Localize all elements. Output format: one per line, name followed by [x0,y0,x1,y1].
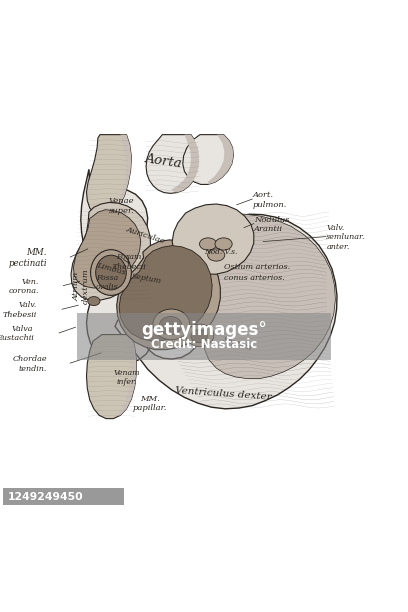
Text: gettyimages°: gettyimages° [141,321,267,340]
FancyBboxPatch shape [77,313,331,360]
Text: Valva
Eustachii: Valva Eustachii [0,325,33,342]
Text: Venae
super.: Venae super. [109,198,135,215]
Text: Septum: Septum [222,335,253,352]
Polygon shape [200,214,335,379]
Text: Fossa
ovalis: Fossa ovalis [95,274,118,291]
Ellipse shape [159,316,182,335]
Polygon shape [86,335,136,419]
Polygon shape [119,245,212,341]
Ellipse shape [88,297,100,305]
Text: Auriculae: Auriculae [125,226,167,246]
FancyBboxPatch shape [3,488,124,505]
Text: Valv.
Thebesii: Valv. Thebesii [2,302,37,319]
Text: Atrium
dextrum: Atrium dextrum [72,269,89,304]
Text: Credit: Nastasic: Credit: Nastasic [151,338,257,351]
Polygon shape [107,135,131,216]
Polygon shape [208,135,233,184]
Polygon shape [115,335,136,416]
Text: Aort.
pulmon.: Aort. pulmon. [252,192,286,209]
Ellipse shape [96,255,126,290]
Text: conus arterios.: conus arterios. [224,274,284,282]
Text: Ventriculus dexter: Ventriculus dexter [175,386,272,401]
Text: Limbus: Limbus [95,261,126,277]
Ellipse shape [200,238,217,250]
Text: MM.
pectinati: MM. pectinati [8,248,47,267]
Ellipse shape [215,238,232,250]
Text: 1249249450: 1249249450 [7,491,83,502]
Text: Foram.
Thebecii: Foram. Thebecii [113,253,146,271]
Text: Septum: Septum [131,272,162,285]
Polygon shape [81,170,337,409]
Text: MM.
papillar.: MM. papillar. [133,395,167,412]
Text: Nod. V.s.: Nod. V.s. [204,248,238,256]
Polygon shape [183,135,233,184]
Polygon shape [71,203,151,300]
Polygon shape [172,204,254,274]
Text: Aorta: Aorta [144,152,182,171]
Text: Nodulus
Arantii: Nodulus Arantii [254,216,289,233]
Ellipse shape [208,249,225,261]
Ellipse shape [191,330,207,343]
Ellipse shape [153,309,190,340]
Polygon shape [171,135,199,193]
Text: Ven.
corona.: Ven. corona. [8,278,39,295]
Polygon shape [117,240,220,349]
Text: Chordae
tendin.: Chordae tendin. [12,356,47,373]
Polygon shape [73,210,141,288]
Text: Valv.
semlunar.
anter.: Valv. semlunar. anter. [326,224,366,251]
Ellipse shape [186,324,214,346]
Text: Venam
infer.: Venam infer. [114,369,140,386]
Ellipse shape [91,250,131,296]
Text: Ostium arterios.: Ostium arterios. [224,263,290,271]
Polygon shape [86,135,131,216]
Polygon shape [146,135,199,193]
